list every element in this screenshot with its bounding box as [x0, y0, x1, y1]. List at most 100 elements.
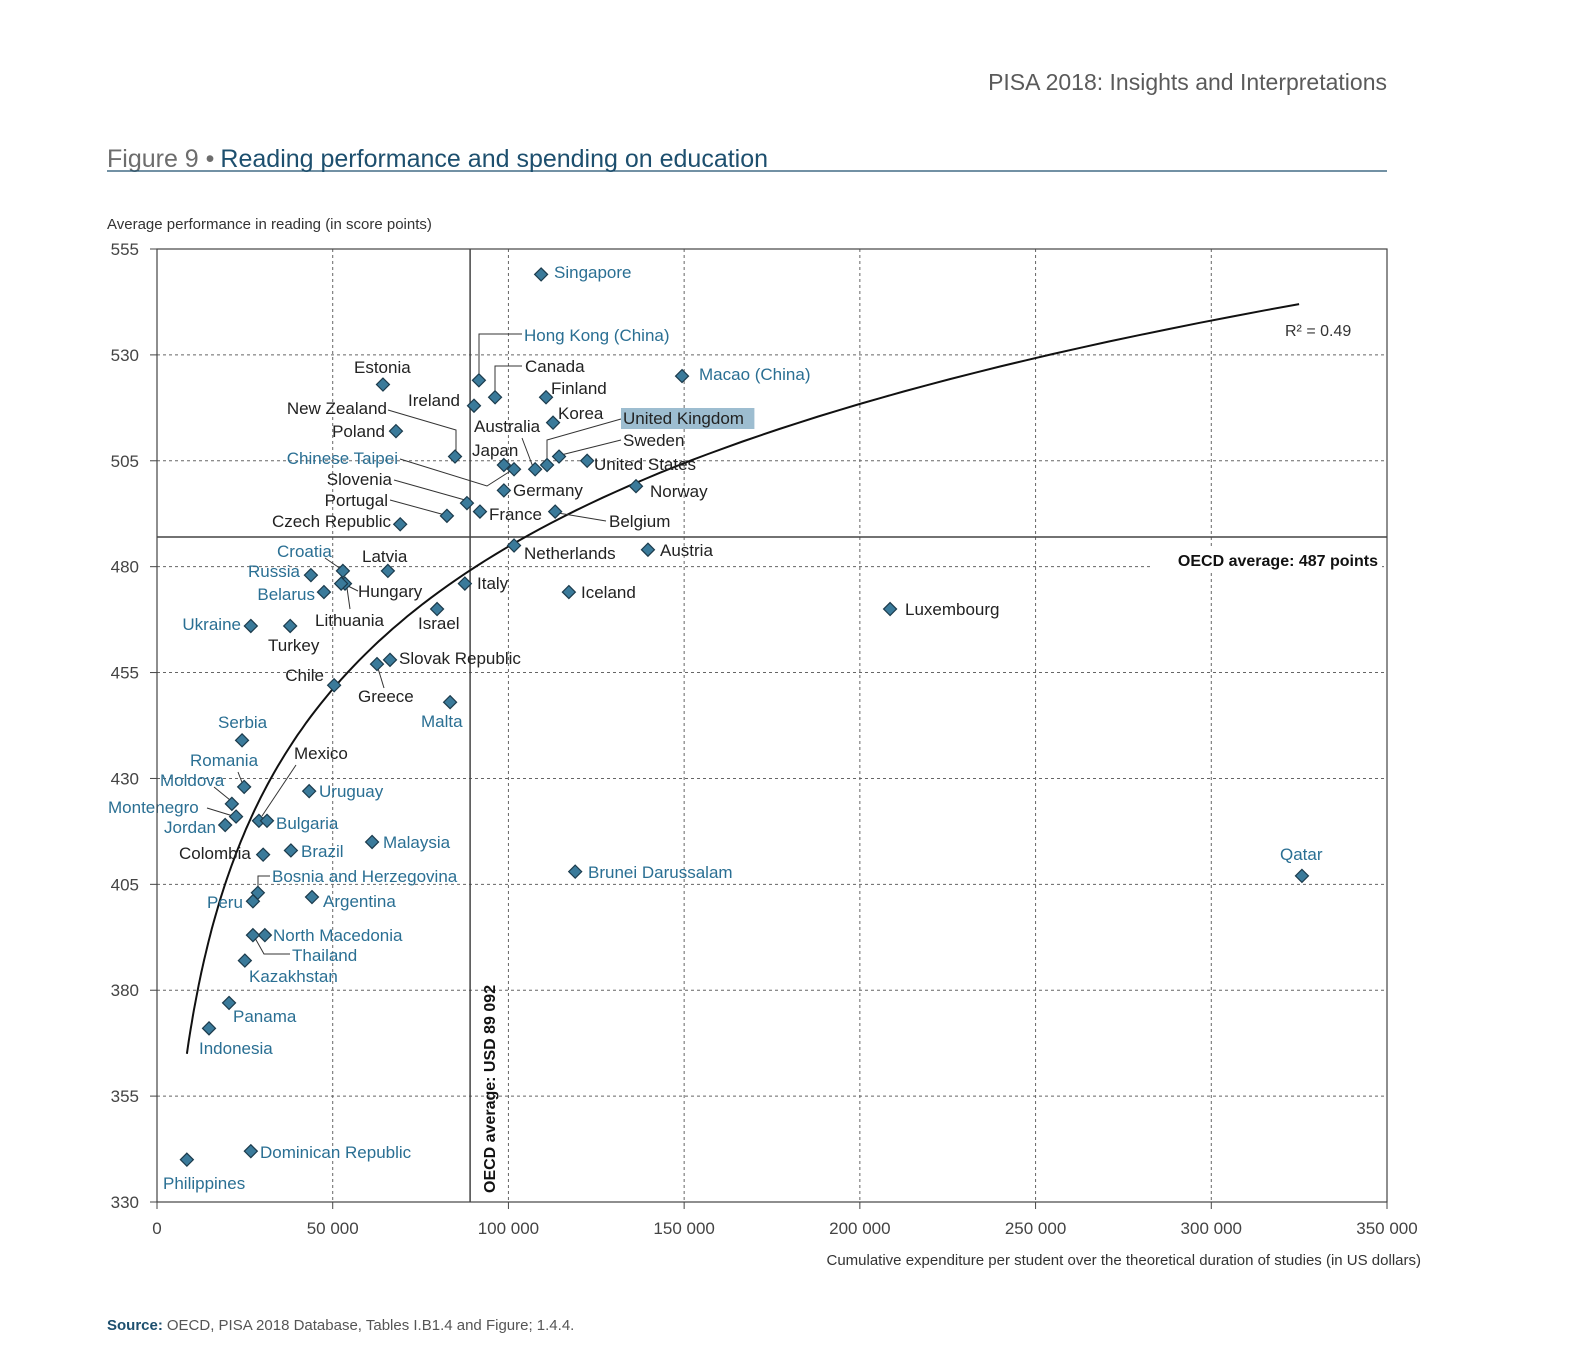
x-tick-label: 250 000 — [1005, 1219, 1066, 1238]
y-tick-label: 405 — [111, 875, 139, 894]
leader-line — [387, 409, 457, 454]
point-label: Singapore — [554, 263, 632, 282]
point-label: Kazakhstan — [249, 967, 338, 986]
data-point — [237, 953, 253, 968]
x-tick-label: 100 000 — [478, 1219, 539, 1238]
point-label: Australia — [474, 417, 541, 436]
r-squared-label: R² = 0.49 — [1285, 323, 1351, 340]
source-text: OECD, PISA 2018 Database, Tables I.B1.4 … — [167, 1317, 574, 1334]
gridlines — [150, 248, 1388, 1209]
point-label: Norway — [650, 482, 708, 501]
label-background — [1152, 549, 1382, 571]
y-tick-label: 555 — [111, 240, 139, 259]
leader-line — [206, 807, 234, 817]
data-point — [439, 508, 455, 524]
oecd-reference-lines: OECD average: USD 89 092 OECD average: 48… — [157, 249, 1387, 1202]
point-label: Austria — [660, 541, 713, 560]
data-points — [179, 267, 1310, 1167]
point-label: Luxembourg — [905, 600, 1000, 619]
data-point — [392, 516, 408, 532]
data-point — [304, 889, 320, 905]
point-label: Russia — [248, 562, 301, 581]
point-label: Jordan — [164, 818, 216, 837]
data-point — [316, 584, 332, 600]
x-tick-label: 0 — [152, 1219, 161, 1238]
y-tick-label: 505 — [111, 452, 139, 471]
data-point — [236, 779, 252, 795]
data-point — [674, 368, 690, 384]
data-point — [538, 389, 554, 405]
point-label: Philippines — [163, 1174, 245, 1193]
y-tick-label: 480 — [111, 558, 139, 577]
point-label: Portugal — [325, 491, 388, 510]
point-label: France — [489, 505, 542, 524]
point-label: Argentina — [323, 892, 396, 911]
data-point — [471, 372, 487, 388]
point-label: Belgium — [609, 512, 670, 531]
data-point — [224, 796, 240, 812]
data-point — [380, 563, 396, 579]
data-point — [243, 1143, 259, 1159]
point-label: Serbia — [218, 713, 268, 732]
y-axis-label: Average performance in reading (in score… — [107, 216, 432, 233]
data-point — [382, 652, 398, 668]
data-point — [487, 389, 503, 405]
data-point — [429, 601, 445, 617]
leader-line — [560, 439, 622, 456]
point-label: Romania — [190, 751, 259, 770]
publication-header: PISA 2018: Insights and Interpretations — [988, 69, 1387, 95]
data-point — [457, 576, 473, 591]
point-label: Latvia — [362, 547, 408, 566]
data-point — [282, 618, 298, 634]
point-label: Ukraine — [182, 615, 241, 634]
point-label: United States — [594, 455, 696, 474]
point-label: Belarus — [257, 585, 315, 604]
data-point — [257, 927, 273, 943]
data-point — [640, 542, 656, 558]
point-label: Hungary — [358, 582, 423, 601]
point-label: Lithuania — [315, 611, 385, 630]
data-point — [243, 618, 259, 634]
point-label: Germany — [513, 481, 583, 500]
point-labels: Singapore Hong Kong (China) Canada Finland M… — [108, 263, 1323, 1193]
point-label: Chinese Taipei — [287, 449, 398, 468]
data-point — [234, 732, 250, 748]
x-tick-label: 200 000 — [829, 1219, 890, 1238]
data-point — [179, 1152, 195, 1167]
data-point — [561, 584, 577, 600]
point-label: Poland — [332, 422, 385, 441]
leader-line — [399, 458, 513, 487]
data-point — [369, 656, 385, 672]
point-label: Canada — [525, 357, 585, 376]
data-point — [496, 457, 512, 473]
figure-number: Figure 9 • — [107, 145, 214, 173]
leader-line — [557, 512, 607, 522]
data-point — [375, 377, 391, 392]
data-point — [459, 495, 475, 511]
y-tick-label: 380 — [111, 981, 139, 1000]
data-point — [255, 847, 271, 863]
leader-line — [494, 365, 522, 394]
leader-line — [254, 937, 290, 955]
leader-line — [213, 786, 231, 801]
leader-line — [261, 764, 297, 817]
data-point — [333, 576, 349, 591]
point-label: Israel — [418, 614, 460, 633]
data-point — [551, 449, 567, 464]
source-label: Source: — [107, 1317, 163, 1334]
leader-line — [389, 499, 446, 516]
leader-line — [257, 875, 270, 889]
y-tick-label: 355 — [111, 1087, 139, 1106]
point-label: Malaysia — [383, 833, 451, 852]
point-label: Qatar — [1280, 845, 1323, 864]
point-label: Mexico — [294, 744, 348, 763]
y-tick-label: 455 — [111, 664, 139, 683]
point-label: Colombia — [179, 844, 251, 863]
data-point — [447, 449, 463, 464]
point-label: Greece — [358, 687, 414, 706]
leader-line — [546, 418, 622, 463]
data-point — [364, 834, 380, 850]
point-label: Panama — [233, 1007, 297, 1026]
data-point — [547, 504, 563, 519]
